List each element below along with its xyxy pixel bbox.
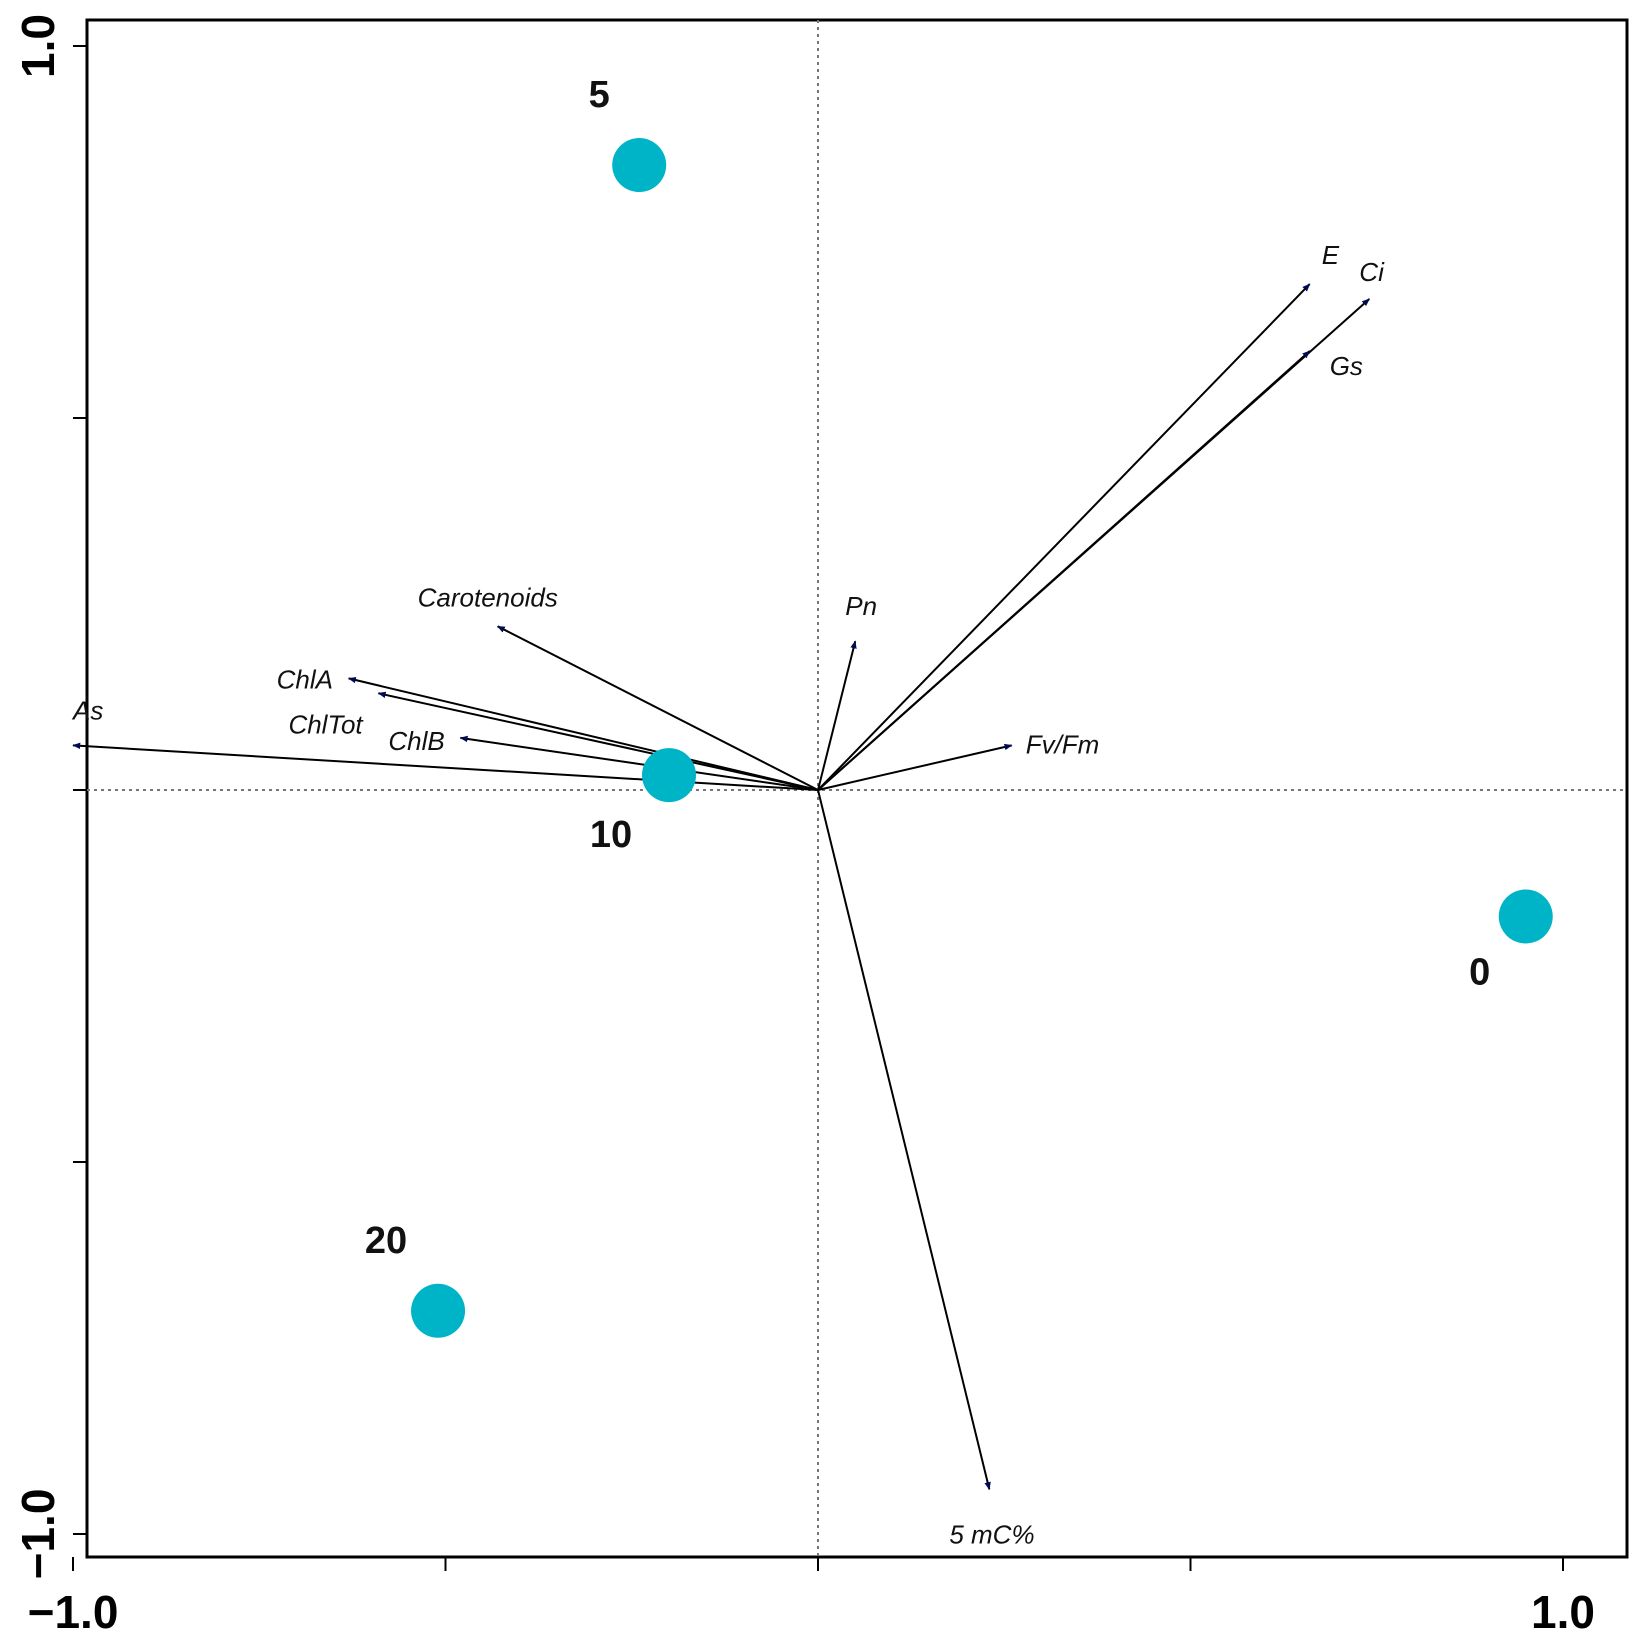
vector-label: Carotenoids xyxy=(418,582,558,612)
vector-label: Pn xyxy=(845,591,877,621)
vector-arrow xyxy=(377,691,819,791)
x-tick-label: −1.0 xyxy=(28,1586,119,1638)
vector-label: Fv/Fm xyxy=(1026,729,1100,759)
vector-arrow xyxy=(817,283,1311,791)
vector-label: ChlTot xyxy=(288,709,364,739)
plot-frame xyxy=(85,18,1629,1559)
group-point xyxy=(411,1283,466,1338)
vector-arrow xyxy=(817,789,991,1491)
group-label: 5 xyxy=(589,74,610,116)
vector-arrow xyxy=(817,640,857,791)
vector-arrow xyxy=(347,676,819,791)
y-tick-label: −1.0 xyxy=(12,1489,64,1580)
vector-arrow xyxy=(496,625,819,791)
vector-label: ChlA xyxy=(277,664,333,694)
group-point xyxy=(1498,889,1553,944)
x-tick-label: 1.0 xyxy=(1531,1586,1595,1638)
group-label: 10 xyxy=(590,814,632,856)
group-label: 0 xyxy=(1469,951,1490,993)
vector-arrow xyxy=(72,742,819,791)
vector-arrow xyxy=(817,350,1311,791)
vector-label: E xyxy=(1322,240,1340,270)
vector-label: 5 mC% xyxy=(949,1519,1034,1549)
group-point xyxy=(612,138,667,193)
y-tick-label: 1.0 xyxy=(12,14,64,78)
vector-arrow xyxy=(459,735,819,791)
vector-arrow xyxy=(817,743,1013,791)
vector-label: Gs xyxy=(1330,351,1363,381)
vector-label: ChlB xyxy=(388,726,444,756)
vector-label: As xyxy=(71,695,103,725)
group-point xyxy=(642,748,696,803)
vector-label: Ci xyxy=(1359,257,1385,287)
group-label: 20 xyxy=(365,1220,407,1262)
